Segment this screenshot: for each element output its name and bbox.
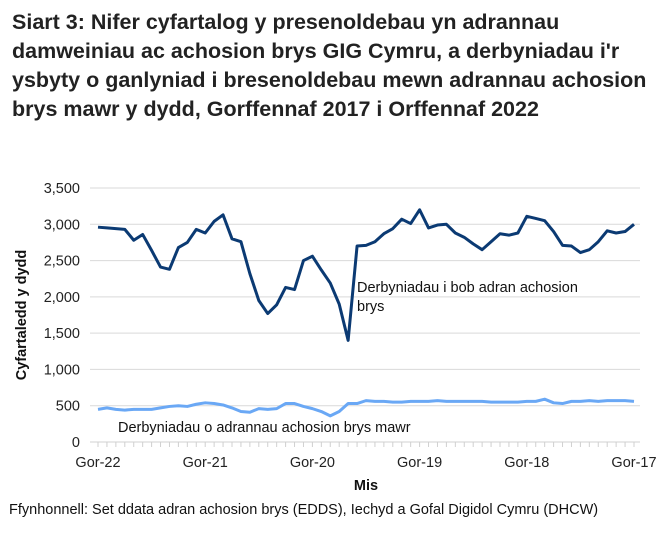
y-tick-label: 2,000	[44, 290, 80, 306]
y-tick-label: 500	[56, 399, 80, 415]
series-line-0	[97, 208, 635, 342]
y-tick-label: 1,000	[44, 362, 80, 378]
y-tick-label: 3,000	[44, 217, 80, 233]
series-label-line2: brys	[357, 299, 384, 315]
y-tick-label: 0	[72, 435, 80, 451]
series-label: Derbyniadau i bob adran achosion	[357, 280, 578, 296]
y-tick-label: 1,500	[44, 326, 80, 342]
x-tick-label: Gor-19	[397, 455, 442, 471]
x-tick-label: Gor-22	[75, 455, 120, 471]
x-tick-label: Gor-21	[183, 455, 228, 471]
chart-title: Siart 3: Nifer cyfartalog y presenoldeba…	[12, 10, 647, 121]
x-tick-label: Gor-18	[504, 455, 549, 471]
x-tick-label: Gor-20	[290, 455, 335, 471]
series-label: Derbyniadau o adrannau achosion brys maw…	[118, 420, 411, 436]
series-line-1	[97, 397, 635, 418]
source-note: Ffynhonnell: Set ddata adran achosion br…	[9, 502, 599, 518]
y-axis-title: Cyfartaledd y dydd	[14, 250, 30, 381]
x-tick-label: Gor-17	[611, 455, 656, 471]
x-axis-title: Mis	[354, 478, 378, 494]
y-tick-label: 2,500	[44, 254, 80, 270]
y-tick-label: 3,500	[44, 181, 80, 197]
